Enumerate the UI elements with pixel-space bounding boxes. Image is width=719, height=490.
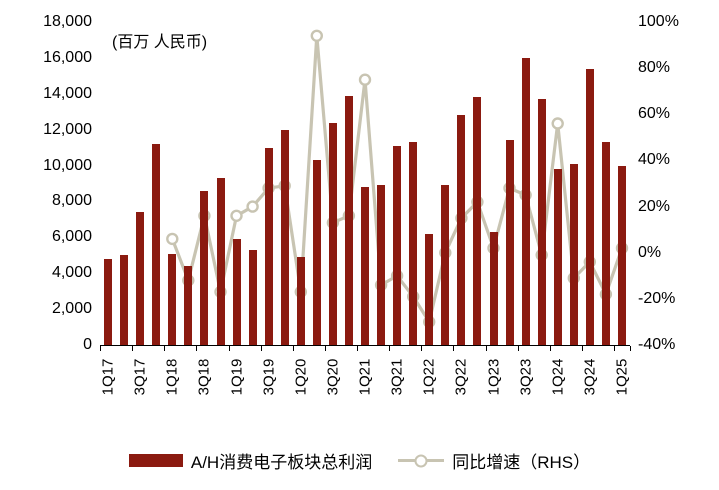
x-axis-tick-mark (517, 346, 519, 351)
profit-bar (505, 140, 514, 345)
left-axis-tick-label: 12,000 (43, 120, 92, 138)
profit-bar (264, 147, 273, 345)
left-axis-tick-label: 18,000 (43, 13, 92, 30)
profit-bar (377, 185, 386, 345)
profit-bar (585, 68, 594, 345)
profit-bar (216, 178, 225, 345)
x-axis-tick-label: 1Q25 (613, 358, 631, 396)
profit-bar (168, 253, 177, 345)
x-axis-tick-label: 1Q22 (420, 358, 438, 396)
profit-bar (152, 144, 161, 345)
right-axis-tick-label: 20% (638, 197, 671, 215)
x-axis-tick-label: 3Q24 (581, 358, 599, 396)
right-axis-tick-label: 40% (638, 151, 671, 169)
profit-bar (601, 142, 610, 345)
right-axis-tick-label: -40% (638, 336, 676, 353)
profit-bar (184, 266, 193, 345)
profit-bar (393, 145, 402, 345)
x-axis-tick-label: 3Q17 (131, 358, 149, 396)
x-axis-tick-label: 1Q19 (228, 358, 245, 396)
profit-bar (344, 95, 353, 345)
bar-series-swatch (128, 454, 183, 467)
legend: A/H消费电子板块总利润 同比增速（RHS） (0, 448, 719, 473)
left-axis-tick-label: 4,000 (51, 264, 92, 282)
profit-bar (361, 187, 369, 345)
right-axis-tick-label: 0% (638, 243, 662, 261)
x-axis-tick-mark (100, 346, 101, 351)
left-axis-tick-label: 14,000 (43, 84, 92, 102)
profit-bar (457, 115, 466, 345)
x-axis-tick-mark (581, 346, 583, 351)
x-axis-tick-label: 3Q22 (452, 358, 470, 396)
profit-bar (618, 165, 626, 345)
x-axis-tick-label: 3Q21 (388, 358, 406, 396)
profit-bar (136, 212, 145, 345)
x-axis-tick-label: 1Q24 (549, 358, 567, 396)
x-axis-tick-label: 1Q18 (163, 358, 181, 396)
bar-series-label: A/H消费电子板块总利润 (190, 453, 373, 472)
right-axis-tick-label: -20% (638, 289, 676, 307)
left-axis-tick-label: 2,000 (51, 300, 92, 318)
x-axis-tick-mark (132, 346, 134, 351)
x-axis-tick-label: 3Q20 (324, 358, 342, 396)
profit-bar (296, 257, 305, 345)
x-axis-tick-label: 3Q19 (260, 358, 278, 396)
profit-bar (441, 185, 450, 345)
legend-item-yoy-line: 同比增速（RHS） (398, 448, 590, 473)
profit-bar (248, 249, 257, 345)
profit-bar (473, 97, 482, 345)
x-axis-tick-label: 3Q18 (195, 358, 213, 396)
line-series-label: 同比增速（RHS） (452, 453, 591, 472)
right-axis-tick-label: 60% (638, 105, 671, 123)
profit-bar (120, 255, 129, 345)
x-axis-tick-label: 1Q21 (356, 358, 374, 396)
right-axis-tick-label: 100% (638, 13, 679, 30)
x-axis-tick-mark (453, 346, 455, 351)
x-axis-tick-label: 3Q23 (517, 358, 535, 396)
x-axis-tick-label: 1Q20 (292, 358, 310, 396)
right-axis-tick-label: 80% (638, 59, 671, 77)
profit-bar (104, 258, 112, 345)
profit-bar (521, 57, 530, 345)
x-axis-tick-mark (389, 346, 391, 351)
profit-bar (537, 99, 546, 345)
profit-bar (409, 142, 418, 345)
profit-bar (328, 122, 337, 345)
profit-bar (553, 169, 562, 345)
profit-bar (200, 190, 209, 345)
x-axis-tick-mark (549, 346, 551, 351)
x-axis-tick-mark (630, 346, 631, 351)
left-axis-tick-label: 6,000 (51, 228, 92, 246)
x-axis-tick-mark (421, 346, 423, 351)
left-axis-tick-label: 0 (83, 336, 92, 353)
x-axis-tick-label: 1Q17 (99, 358, 117, 396)
line-marker-swatch-dot (414, 454, 428, 467)
x-axis-tick-label: 1Q23 (485, 358, 502, 396)
x-axis-tick-mark (357, 346, 358, 351)
x-axis-tick-mark (613, 346, 615, 351)
left-axis-tick-label: 10,000 (43, 156, 92, 174)
profit-bar (569, 163, 578, 345)
x-axis-tick-mark (485, 346, 487, 351)
plot-area (100, 22, 630, 346)
profit-bar (425, 233, 434, 345)
profit-bar (489, 232, 498, 345)
x-axis-tick-mark (228, 346, 230, 351)
profit-bar (232, 239, 241, 345)
left-axis-tick-label: 16,000 (43, 48, 92, 66)
x-axis-tick-mark (260, 346, 262, 351)
x-axis-tick-mark (164, 346, 166, 351)
line-series-swatch (398, 454, 445, 467)
x-axis-tick-mark (292, 346, 294, 351)
legend-item-profit-bars: A/H消费电子板块总利润 (128, 448, 373, 473)
left-axis-tick-label: 8,000 (51, 192, 92, 210)
profit-bar (280, 129, 289, 345)
profit-bar (312, 160, 321, 345)
x-axis-tick-mark (324, 346, 326, 351)
x-axis-tick-mark (196, 346, 198, 351)
